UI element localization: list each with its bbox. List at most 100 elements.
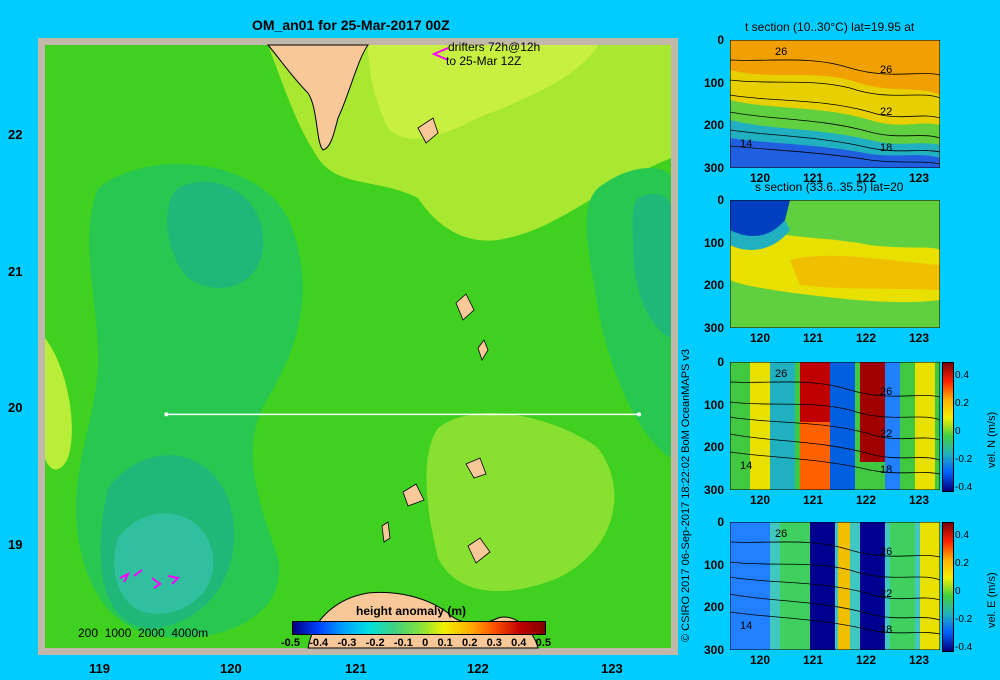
panel-depth-tick: 0 xyxy=(717,515,724,529)
section-line-endpoint xyxy=(164,412,169,417)
island-e xyxy=(402,483,425,507)
panel-lon-tick: 122 xyxy=(856,653,877,667)
panel-vn-section xyxy=(730,362,940,490)
panel-depth-tick: 0 xyxy=(717,33,724,47)
panel-contour-label: 26 xyxy=(880,64,893,76)
lon-tick-121: 121 xyxy=(345,661,367,676)
panel-depth-tick: 0 xyxy=(717,193,724,207)
panel-contour-label: 26 xyxy=(775,528,788,540)
island-g xyxy=(381,521,391,543)
panel-contour-label: 18 xyxy=(880,142,893,154)
vel-e-label: vel. E (m/s) xyxy=(986,572,998,628)
island-a xyxy=(417,117,439,144)
panel-depth-tick: 200 xyxy=(703,278,724,293)
panel-t-section xyxy=(730,40,940,168)
cb-tick: 0.1 xyxy=(437,637,453,649)
panel-t-title: t section (10..30°C) lat=19.95 at xyxy=(745,20,915,34)
panel-depth-tick: 0 xyxy=(717,355,724,369)
panel-lon-tick: 123 xyxy=(909,653,930,667)
lon-tick-120: 120 xyxy=(220,661,242,676)
panel-colorbar-tick: 0.4 xyxy=(955,530,969,541)
anomaly-lower-east xyxy=(632,193,671,338)
island-c xyxy=(477,339,489,361)
panel-contour-label: 14 xyxy=(740,138,753,150)
anomaly-lowest-west xyxy=(114,513,214,614)
panel-colorbar-tick: -0.2 xyxy=(955,454,973,465)
drifter-note-line2: to 25-Mar 12Z xyxy=(446,54,522,68)
panel-contour-label: 14 xyxy=(740,460,753,472)
panel-colorbar-tick: -0.2 xyxy=(955,614,973,625)
vel-e-colorbar xyxy=(942,522,954,652)
anomaly-high-west xyxy=(45,338,72,470)
panel-contour-label: 26 xyxy=(775,46,788,58)
panel-contour-label: 18 xyxy=(880,464,893,476)
panel-contour-label: 18 xyxy=(880,624,893,636)
vel-n-colorbar xyxy=(942,362,954,492)
panel-depth-tick: 200 xyxy=(703,600,724,615)
panel-depth-tick: 300 xyxy=(703,483,724,497)
panel-depth-tick: 200 xyxy=(703,118,724,133)
panel-colorbar-tick: -0.4 xyxy=(955,642,973,653)
panel-ve-section xyxy=(730,522,940,650)
cb-tick: -0.4 xyxy=(309,637,329,649)
map-title: OM_an01 for 25-Mar-2017 00Z xyxy=(252,17,450,33)
panel-lon-tick: 120 xyxy=(750,331,771,345)
panel-depth-tick: 100 xyxy=(703,75,724,90)
sea-level-map xyxy=(38,38,678,655)
panel-lon-tick: 122 xyxy=(856,171,877,185)
panel-lon-tick: 121 xyxy=(803,331,824,345)
island-d xyxy=(465,457,487,479)
panel-contour-label: 26 xyxy=(880,386,893,398)
cb-tick: -0.5 xyxy=(281,637,300,649)
lon-tick-123: 123 xyxy=(601,661,623,676)
panel-lon-tick: 122 xyxy=(856,493,877,507)
cb-tick: 0 xyxy=(422,637,429,649)
height-anomaly-colorbar xyxy=(292,621,546,635)
drifter-sw-1 xyxy=(119,571,131,583)
panel-lon-tick: 123 xyxy=(909,493,930,507)
anomaly-high-north xyxy=(268,45,671,241)
panel-lon-tick: 120 xyxy=(750,171,771,185)
cb-tick: -0.2 xyxy=(365,637,385,649)
colorbar-title: height anomaly (m) xyxy=(356,604,467,618)
drifter-sw-2 xyxy=(133,569,143,577)
panel-lon-tick: 121 xyxy=(803,653,824,667)
panel-lon-tick: 120 xyxy=(750,653,771,667)
panel-depth-tick: 100 xyxy=(703,397,724,412)
panel-colorbar-tick: -0.4 xyxy=(955,482,973,493)
panel-depth-tick: 200 xyxy=(703,440,724,455)
cb-tick: 0.5 xyxy=(535,637,551,649)
cb-tick: -0.1 xyxy=(393,637,413,649)
cb-tick: 0.3 xyxy=(486,637,502,649)
panel-colorbar-tick: 0.2 xyxy=(955,558,969,569)
panel-lon-tick: 123 xyxy=(909,331,930,345)
panel-lon-tick: 123 xyxy=(909,171,930,185)
panel-lon-tick: 120 xyxy=(750,493,771,507)
drifter-sw-4 xyxy=(167,575,181,585)
drifter-tracks xyxy=(119,47,449,589)
panel-contour-label: 22 xyxy=(880,106,893,118)
drifter-note-line1: drifters 72h@12h xyxy=(448,40,541,54)
land-taiwan-tip xyxy=(266,44,370,151)
panel-colorbar-tick: 0 xyxy=(955,426,961,437)
cb-tick: 0.4 xyxy=(511,637,527,649)
panel-contour-label: 26 xyxy=(880,546,893,558)
panel-contour-label: 26 xyxy=(775,368,788,380)
panel-depth-tick: 300 xyxy=(703,161,724,175)
island-f xyxy=(467,537,491,564)
lon-tick-119: 119 xyxy=(89,661,110,676)
panel-contour-label: 14 xyxy=(740,620,753,632)
panel-depth-tick: 100 xyxy=(703,557,724,572)
lat-tick-20: 20 xyxy=(8,400,23,415)
cb-tick: -0.3 xyxy=(337,637,357,649)
panel-s-section xyxy=(730,200,940,328)
lat-tick-22: 22 xyxy=(8,127,23,142)
panel-colorbar-tick: 0 xyxy=(955,586,961,597)
cb-tick: 0.2 xyxy=(462,637,478,649)
island-b xyxy=(455,293,475,321)
panel-contour-label: 22 xyxy=(880,588,893,600)
depth-legend: 200 1000 2000 4000m xyxy=(78,626,209,640)
panel-depth-tick: 100 xyxy=(703,235,724,250)
panel-lon-tick: 121 xyxy=(803,171,824,185)
lat-tick-19: 19 xyxy=(8,537,23,552)
